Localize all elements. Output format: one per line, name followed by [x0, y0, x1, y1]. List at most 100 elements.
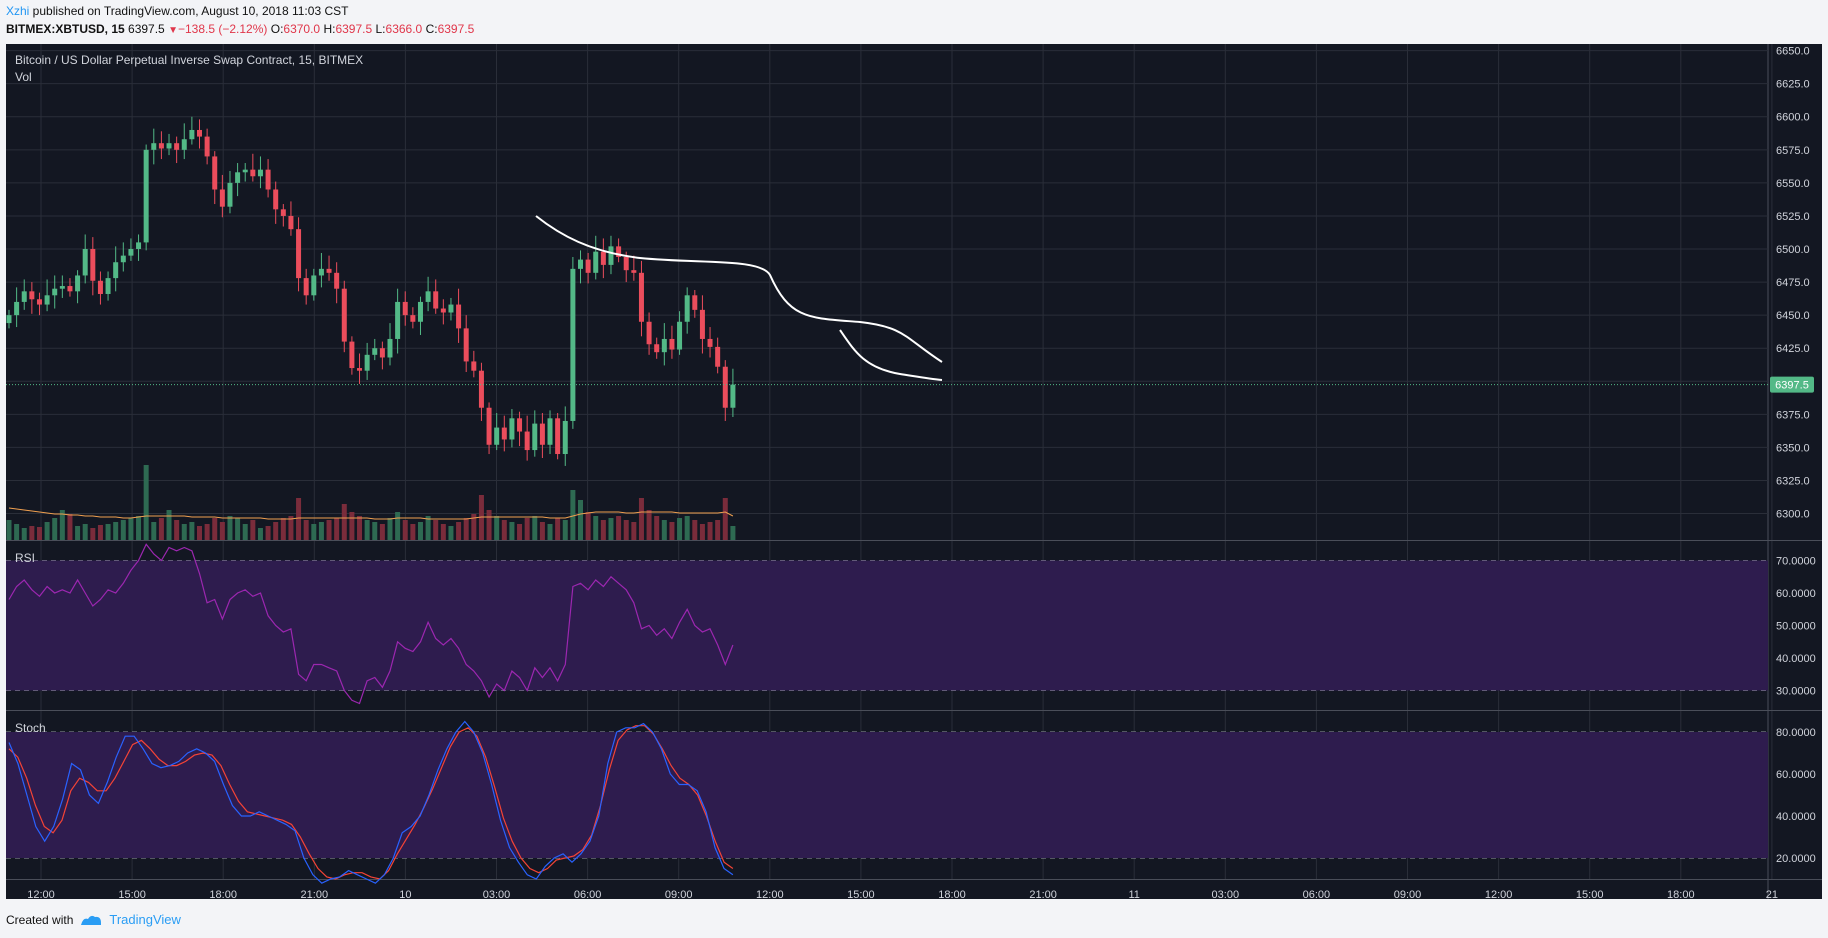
- volume-bar: [730, 526, 736, 540]
- candle-up: [105, 278, 111, 294]
- candle-down: [463, 328, 469, 362]
- y-tick-label: 6500.0: [1776, 244, 1810, 256]
- volume-bar: [219, 522, 225, 540]
- candle-down: [699, 309, 705, 339]
- x-tick-label: 15:00: [118, 889, 146, 901]
- x-tick-label: 10: [399, 889, 411, 901]
- volume-bar: [456, 522, 462, 540]
- candle-down: [197, 129, 202, 137]
- author-link[interactable]: Xzhi: [6, 4, 30, 18]
- candle-down: [471, 361, 477, 371]
- footer: Created with TradingView: [6, 912, 181, 927]
- volume-bar: [646, 510, 652, 540]
- candle-down: [707, 338, 713, 347]
- candle-down: [288, 215, 294, 230]
- y-tick-label: 6325.0: [1776, 475, 1810, 487]
- volume-bar: [387, 518, 393, 540]
- volume-bar: [143, 465, 149, 540]
- y-tick-label: 6550.0: [1776, 178, 1810, 190]
- volume-bar: [189, 522, 195, 540]
- high-label: H:: [323, 22, 336, 36]
- candle-up: [242, 169, 248, 173]
- x-tick-label: 21: [1766, 889, 1778, 901]
- candle-down: [29, 291, 35, 300]
- volume-bar: [242, 524, 248, 540]
- publish-info: Xzhi published on TradingView.com, Augus…: [6, 4, 348, 18]
- candle-up: [562, 420, 568, 455]
- x-tick-label: 15:00: [1576, 889, 1604, 901]
- candle-down: [280, 209, 286, 216]
- volume-bar: [677, 518, 683, 540]
- candle-down: [273, 189, 279, 210]
- candle-down: [722, 366, 728, 408]
- candle-down: [219, 189, 225, 207]
- candle-down: [326, 268, 332, 273]
- low-label: L:: [375, 22, 386, 36]
- volume-bar: [524, 518, 530, 540]
- volume-bar: [608, 518, 614, 540]
- volume-bar: [555, 518, 561, 540]
- candle-up: [578, 259, 583, 269]
- volume-bar: [501, 520, 507, 540]
- volume-bar: [212, 518, 218, 540]
- pane-labels: Bitcoin / US Dollar Perpetual Inverse Sw…: [15, 53, 363, 735]
- volume-bar: [273, 522, 279, 540]
- candle-down: [631, 270, 637, 273]
- rsi-line: [8, 543, 734, 705]
- candle-up: [113, 262, 119, 279]
- candle-up: [364, 354, 370, 371]
- rsi-tick-label: 50.0000: [1776, 621, 1816, 633]
- x-tick-label: 12:00: [756, 889, 784, 901]
- rsi-tick-label: 40.0000: [1776, 653, 1816, 665]
- candle-up: [6, 315, 12, 324]
- stoch-d-line: [8, 725, 734, 880]
- candle-down: [379, 348, 385, 358]
- volume-bar: [303, 520, 309, 540]
- candle-down: [616, 246, 622, 257]
- candle-up: [257, 169, 263, 177]
- price-change: −138.5 (−2.12%): [177, 22, 268, 36]
- candle-down: [265, 169, 271, 190]
- tradingview-brand-link[interactable]: TradingView: [109, 912, 181, 927]
- candle-up: [547, 418, 553, 445]
- candle-up: [311, 275, 317, 296]
- volume-bar: [379, 524, 385, 540]
- forecast-path-upper: [535, 215, 943, 363]
- volume-bar: [440, 524, 446, 540]
- volume-bar: [547, 524, 553, 540]
- stoch-tick-label: 80.0000: [1776, 727, 1816, 739]
- volume-bar: [372, 522, 378, 540]
- candle-down: [90, 249, 96, 281]
- volume-bar: [288, 516, 294, 540]
- volume-bar: [448, 526, 454, 540]
- open-value: 6370.0: [283, 22, 321, 36]
- publish-text: published on TradingView.com, August 10,…: [29, 4, 349, 18]
- candle-up: [189, 129, 195, 140]
- candle-up: [677, 321, 683, 350]
- chart-title: Bitcoin / US Dollar Perpetual Inverse Sw…: [15, 53, 363, 67]
- volume-bar: [136, 516, 142, 540]
- chart-canvas[interactable]: 12:00 15:00 18:00 21:00 10 03:00 06:00 09:00 12:…: [0, 0, 1828, 905]
- candle-down: [501, 427, 507, 440]
- y-tick-label: 6575.0: [1776, 145, 1810, 157]
- volume-bar: [75, 526, 81, 540]
- candle-down: [585, 259, 591, 273]
- x-tick-label: 09:00: [1394, 889, 1422, 901]
- stoch-tick-label: 60.0000: [1776, 769, 1816, 781]
- rsi-label: RSI: [15, 551, 35, 565]
- axes: 12:00 15:00 18:00 21:00 10 03:00 06:00 09:00 12:…: [27, 46, 1816, 901]
- candle-up: [128, 249, 134, 256]
- candle-up: [318, 268, 324, 276]
- candles: [6, 116, 736, 466]
- candle-down: [646, 321, 652, 345]
- volume-bar: [715, 520, 721, 540]
- candle-down: [67, 286, 73, 292]
- volume-bar: [44, 522, 50, 540]
- volume-bar: [113, 522, 119, 540]
- volume-bar: [204, 524, 210, 540]
- volume-bar: [463, 518, 469, 540]
- user-drawings: [535, 215, 943, 381]
- candle-down: [410, 315, 416, 322]
- x-tick-label: 06:00: [574, 889, 602, 901]
- volume-bar: [257, 528, 263, 540]
